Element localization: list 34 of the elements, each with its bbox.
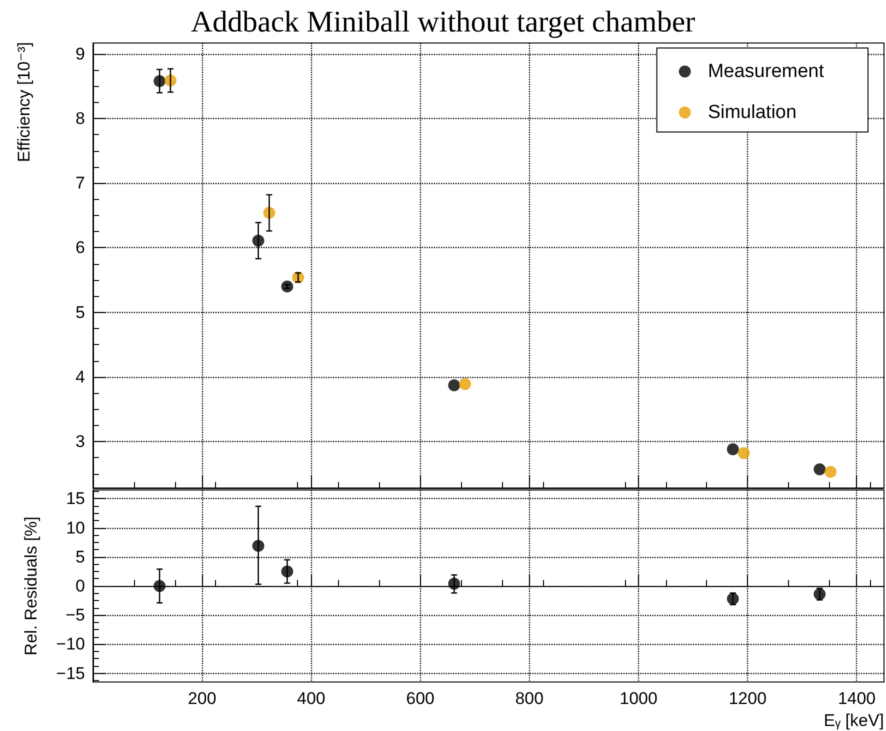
point	[814, 463, 826, 476]
y-axis-title: Rel. Residuals [%]	[22, 516, 40, 656]
y-tick-label: 9	[76, 44, 85, 64]
point	[738, 447, 750, 460]
y-tick-label: 5	[76, 302, 85, 322]
chart-title: Addback Miniball without target chamber	[190, 6, 696, 38]
x-tick-label: 600	[406, 689, 434, 708]
point	[448, 379, 460, 392]
y-tick-label: 6	[76, 238, 85, 258]
point	[824, 466, 837, 478]
y-tick-label: 5	[76, 547, 85, 566]
y-tick-label: 10	[66, 518, 85, 538]
x-tick-label: 1400	[838, 689, 876, 708]
x-axis-title: Eᵧ [keV]	[824, 711, 884, 730]
y-axis-title: Efficiency [10⁻³]	[14, 42, 34, 162]
x-tick-label: 200	[188, 689, 216, 708]
legend-label: Measurement	[708, 61, 825, 82]
y-tick-label: −10	[56, 634, 85, 654]
x-tick-label: 400	[297, 689, 326, 708]
y-tick-label: 15	[66, 489, 85, 508]
y-tick-label: −15	[56, 664, 85, 683]
y-tick-label: 8	[76, 109, 85, 128]
y-tick-label: 0	[76, 576, 85, 596]
point	[726, 443, 739, 456]
legend-label: Simulation	[708, 102, 797, 123]
x-tick-label: 1000	[620, 689, 658, 708]
y-tick-label: −5	[66, 606, 85, 625]
y-tick-label: 4	[76, 367, 85, 386]
x-tick-label: 1200	[728, 689, 767, 708]
point	[154, 580, 166, 592]
x-tick-label: 800	[515, 689, 544, 708]
y-tick-label: 7	[76, 174, 85, 193]
point	[459, 378, 472, 390]
y-tick-label: 3	[76, 432, 85, 451]
